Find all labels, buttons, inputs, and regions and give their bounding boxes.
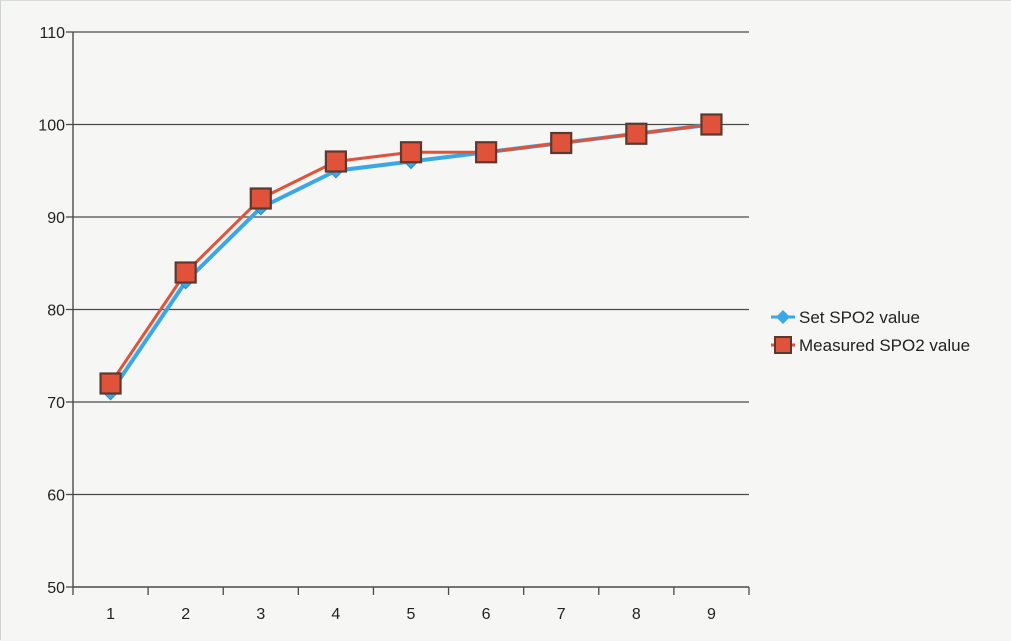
measured-spo2-point xyxy=(399,141,423,164)
legend: Set SPO2 value Measured SPO2 value xyxy=(771,308,970,355)
measured-spo2-point xyxy=(700,113,723,136)
y-tick-label: 60 xyxy=(47,488,65,505)
x-tick-label: 6 xyxy=(482,606,491,623)
y-axis-tick-labels: 50 60 70 80 90 100 110 xyxy=(38,25,65,597)
x-axis-tick-labels: 1 2 3 4 5 6 7 8 9 xyxy=(106,606,716,623)
x-tick-label: 4 xyxy=(331,606,340,623)
legend-square-icon xyxy=(774,336,792,354)
x-tick-label: 7 xyxy=(557,606,566,623)
legend-diamond-icon xyxy=(776,310,790,324)
measured-spo2-point xyxy=(249,187,272,210)
x-tick-label: 9 xyxy=(707,606,716,623)
x-tick-label: 8 xyxy=(632,606,641,623)
y-tick-label: 70 xyxy=(47,395,65,412)
axes xyxy=(66,31,750,595)
measured-spo2-point xyxy=(99,372,122,395)
y-tick-label: 50 xyxy=(47,580,65,597)
y-tick-label: 90 xyxy=(47,210,65,227)
measured-spo2-point xyxy=(550,131,573,155)
x-tick-label: 5 xyxy=(407,606,416,623)
measured-spo2-point xyxy=(475,141,498,164)
y-tick-label: 80 xyxy=(47,303,65,320)
gridlines xyxy=(73,31,749,496)
y-tick-label: 110 xyxy=(39,25,65,42)
legend-label-set: Set SPO2 value xyxy=(799,308,920,327)
measured-spo2-point xyxy=(324,150,347,173)
measured-spo2-point xyxy=(174,261,197,284)
y-tick-label: 100 xyxy=(38,118,65,135)
legend-label-measured: Measured SPO2 value xyxy=(799,336,970,355)
measured-spo2-point xyxy=(625,122,648,145)
x-tick-label: 1 xyxy=(106,606,115,623)
x-tick-label: 3 xyxy=(256,606,265,623)
x-tick-label: 2 xyxy=(181,606,190,623)
series xyxy=(99,113,723,401)
